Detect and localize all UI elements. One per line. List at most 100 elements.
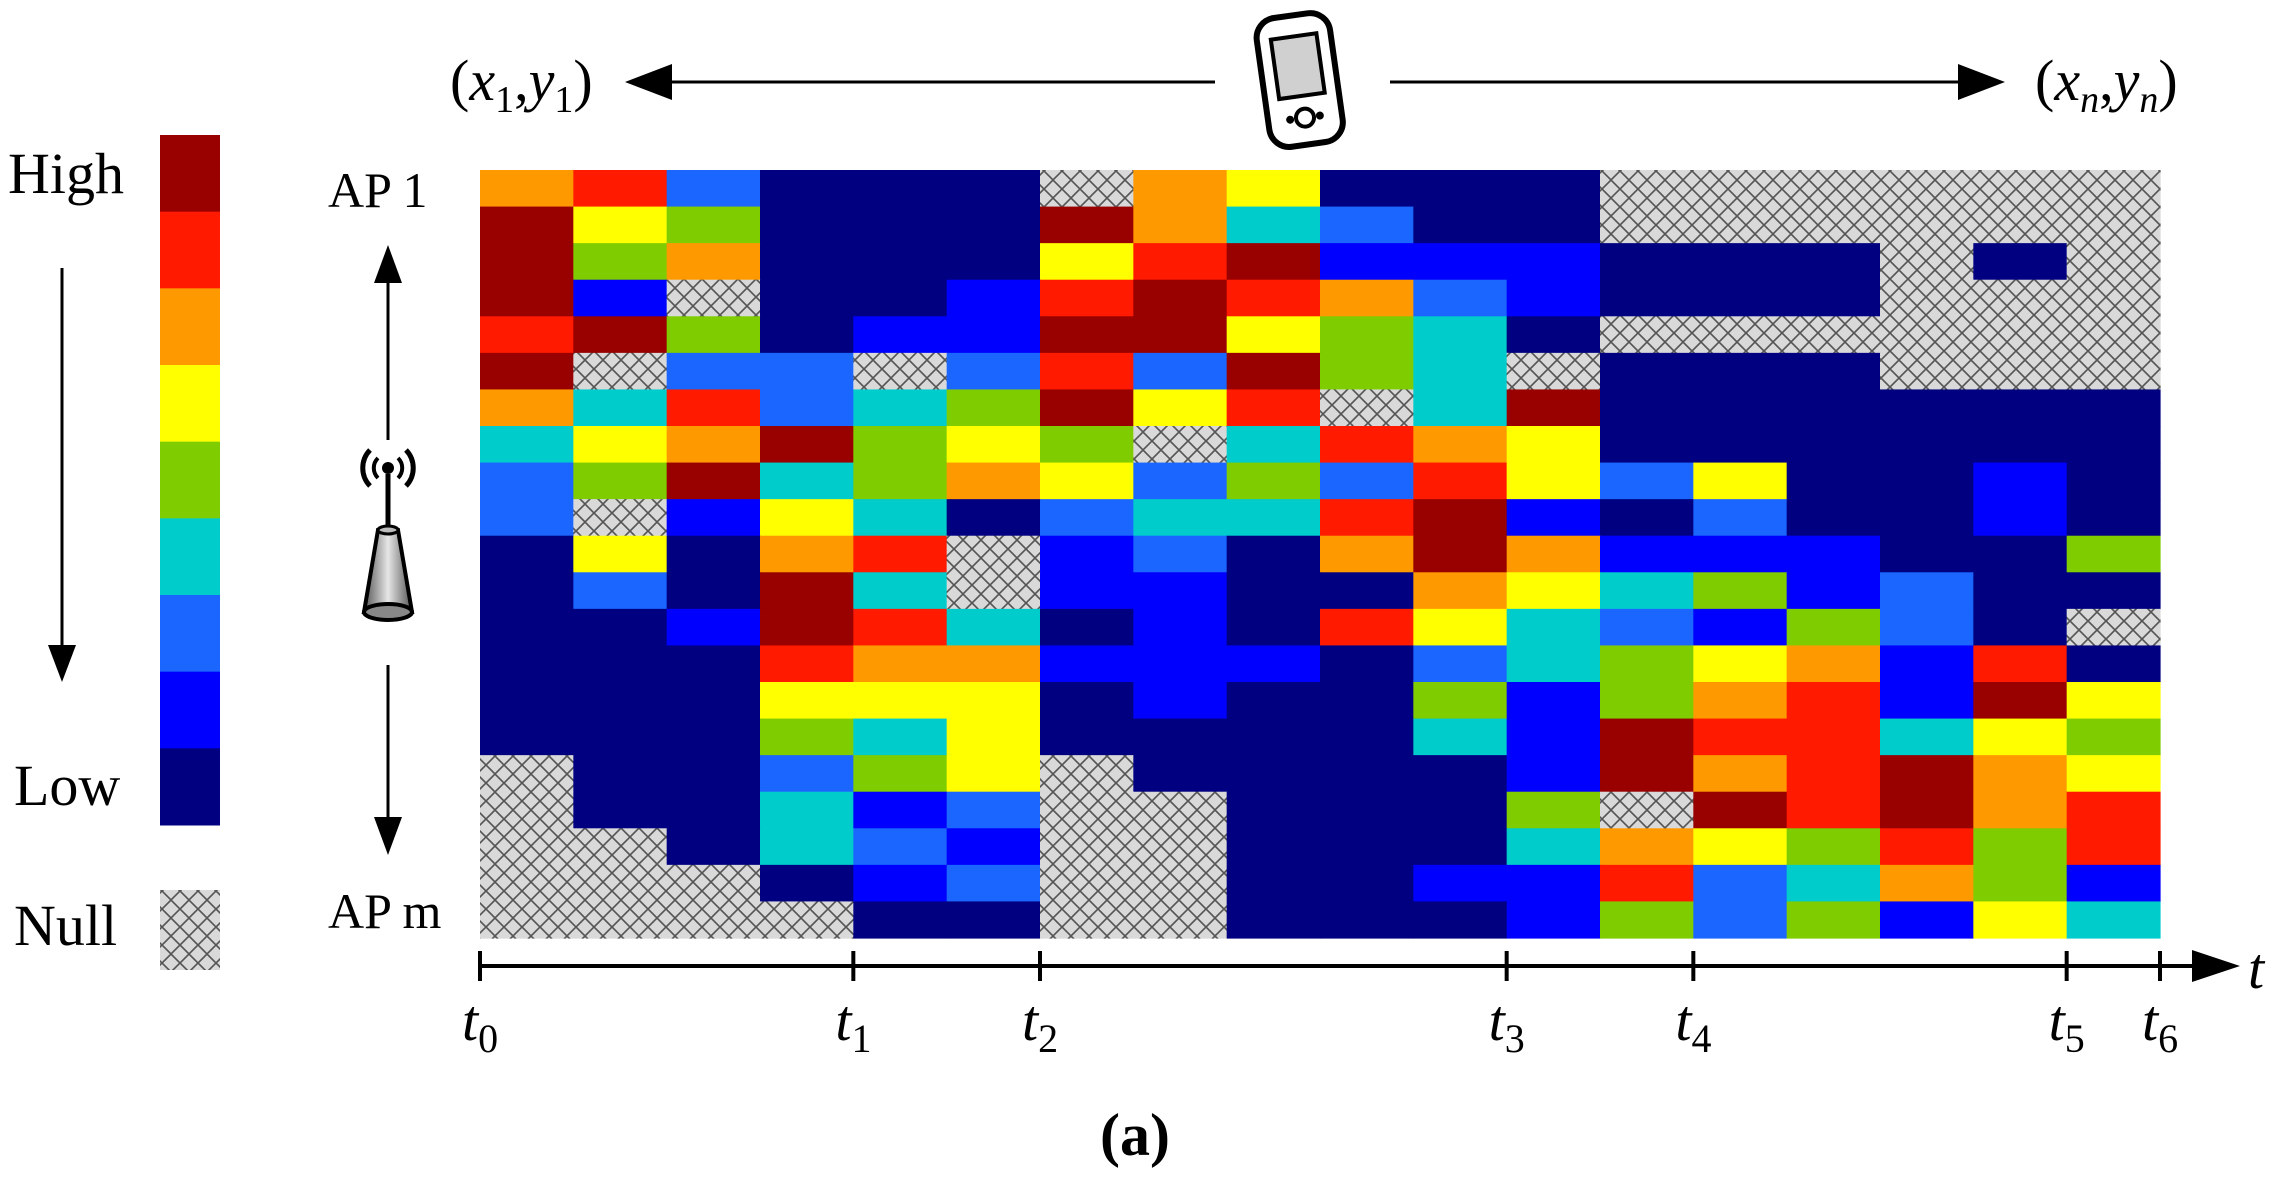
- heatmap-cell-null: [1133, 791, 1228, 829]
- heatmap-cell: [666, 499, 761, 537]
- heatmap-cell: [853, 755, 948, 793]
- heatmap-cell: [1506, 462, 1601, 500]
- heatmap-cell: [1040, 718, 1134, 756]
- heatmap-cell: [480, 206, 574, 244]
- heatmap-cell: [1600, 243, 1694, 281]
- heatmap-cell: [1226, 901, 1321, 939]
- heatmap-cell: [1973, 901, 2068, 939]
- heatmap-cell-null: [2066, 279, 2161, 317]
- heatmap-cell: [2066, 535, 2161, 573]
- heatmap-cell: [1786, 755, 1881, 793]
- heatmap-cell: [760, 718, 854, 756]
- heatmap-cell: [760, 316, 854, 354]
- heatmap-cell: [1226, 279, 1321, 317]
- heatmap-cell: [1973, 608, 2068, 647]
- heatmap-cell: [853, 791, 948, 829]
- heatmap-cell: [1506, 645, 1601, 683]
- heatmap-cell: [1693, 864, 1788, 903]
- heatmap-cell: [1786, 572, 1881, 610]
- heatmap-cell: [573, 535, 668, 573]
- legend-swatch: [160, 595, 220, 673]
- heatmap-cell: [480, 170, 574, 208]
- heatmap-cell: [1693, 901, 1788, 939]
- heatmap-cell: [760, 682, 854, 720]
- heatmap-cell: [1693, 462, 1788, 500]
- heatmap-cell: [853, 572, 948, 610]
- heatmap-cell: [760, 828, 854, 866]
- heatmap-cell-null: [1040, 755, 1134, 793]
- heatmap-cell: [480, 426, 574, 464]
- heatmap-cell-null: [1693, 316, 1788, 354]
- heatmap-cell: [853, 206, 948, 244]
- heatmap-cell: [480, 279, 574, 317]
- heatmap-cell: [666, 462, 761, 500]
- heatmap-cell: [1133, 535, 1228, 573]
- heatmap-cell-null: [573, 499, 668, 537]
- heatmap-cell-null: [1040, 170, 1134, 208]
- heatmap-cell-null: [946, 535, 1041, 573]
- heatmap-cell: [760, 462, 854, 500]
- heatmap-cell-null: [480, 828, 574, 866]
- heatmap-cell: [1226, 864, 1321, 903]
- heatmap-cell: [946, 243, 1041, 281]
- heatmap-cell-null: [480, 791, 574, 829]
- heatmap-cell: [2066, 462, 2161, 500]
- heatmap-cell: [480, 608, 574, 647]
- heatmap-cell: [480, 682, 574, 720]
- header: (x1,y1) (xn,yn): [450, 10, 2178, 150]
- heatmap-cell: [1786, 791, 1881, 829]
- legend-swatch: [160, 288, 220, 366]
- heatmap-cell: [1226, 316, 1321, 354]
- heatmap-cell: [573, 426, 668, 464]
- heatmap-cell-null: [1600, 206, 1694, 244]
- heatmap-cell-null: [573, 352, 668, 391]
- heatmap-cell: [1506, 170, 1601, 208]
- heatmap-cell: [1880, 572, 1974, 610]
- heatmap-cell-null: [946, 572, 1041, 610]
- heatmap-cell-null: [1973, 206, 2068, 244]
- heatmap-cell: [1600, 462, 1694, 500]
- heatmap-cell-null: [2066, 206, 2161, 244]
- heatmap-cell: [573, 791, 668, 829]
- heatmap-cell: [1506, 682, 1601, 720]
- heatmap-cell: [1413, 901, 1508, 939]
- heatmap-cell: [1320, 682, 1414, 720]
- heatmap-cell: [1413, 279, 1508, 317]
- time-tick-label-5: t5: [2049, 988, 2085, 1061]
- time-tick-label-1: t1: [835, 988, 871, 1061]
- heatmap-cell: [853, 279, 948, 317]
- legend-swatch: [160, 441, 220, 519]
- heatmap-cell: [1413, 828, 1508, 866]
- heatmap-cell: [1506, 316, 1601, 354]
- heatmap-cell-null: [1786, 316, 1881, 354]
- heatmap-cell: [1693, 755, 1788, 793]
- heatmap-cell: [1506, 535, 1601, 573]
- heatmap-cell: [480, 535, 574, 573]
- legend-swatch: [160, 135, 220, 213]
- heatmap-cell: [573, 389, 668, 427]
- heatmap-cell: [946, 462, 1041, 500]
- heatmap-cell: [1693, 535, 1788, 573]
- heatmap-cell: [1413, 170, 1508, 208]
- heatmap-cell: [1040, 243, 1134, 281]
- heatmap-cell: [1693, 791, 1788, 829]
- heatmap-cell: [1226, 755, 1321, 793]
- heatmap-cell: [1133, 243, 1228, 281]
- heatmap-cell: [853, 316, 948, 354]
- heatmap-cell-null: [1320, 389, 1414, 427]
- heatmap-cell: [666, 791, 761, 829]
- heatmap-cell-null: [666, 901, 761, 939]
- heatmap-cell: [1693, 426, 1788, 464]
- heatmap-cell: [1040, 608, 1134, 647]
- heatmap-cell-null: [1880, 206, 1974, 244]
- heatmap-cell: [1226, 352, 1321, 391]
- heatmap-cell: [666, 682, 761, 720]
- heatmap-cell: [573, 279, 668, 317]
- heatmap-cell: [946, 791, 1041, 829]
- heatmap-cell: [946, 279, 1041, 317]
- heatmap-cell: [1133, 462, 1228, 500]
- heatmap-cell: [1973, 499, 2068, 537]
- heatmap-cell: [1133, 608, 1228, 647]
- heatmap-cell: [1973, 462, 2068, 500]
- heatmap-cell: [1973, 864, 2068, 903]
